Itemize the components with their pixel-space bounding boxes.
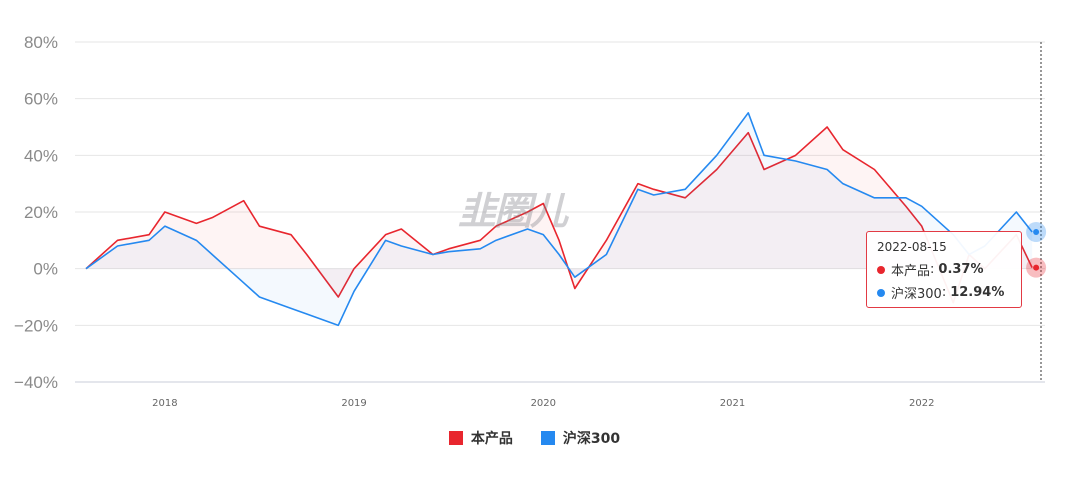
tooltip-label: 本产品 (891, 264, 931, 279)
legend: 本产品 沪深300 (0, 428, 1069, 448)
legend-item-index[interactable]: 沪深300 (540, 428, 621, 448)
y-tick-label: 20% (24, 203, 58, 222)
x-axis: 2018 2019 2020 2021 2022 (152, 398, 934, 409)
tooltip-row-index: 沪深300: 12.94% (877, 283, 1011, 302)
hover-point (1033, 264, 1040, 271)
series-area (86, 112, 1033, 326)
series-line (85, 112, 1033, 327)
series-line (85, 126, 1033, 304)
series-area (86, 127, 1033, 303)
x-tick-label: 2021 (720, 398, 745, 409)
x-tick-label: 2022 (909, 398, 934, 409)
y-tick-label: 60% (24, 90, 58, 109)
y-tick-label: 80% (24, 33, 58, 52)
series-lines (85, 112, 1033, 327)
x-tick-label: 2019 (341, 398, 366, 409)
hover-point (1033, 229, 1040, 236)
product-dot-icon (877, 265, 885, 274)
grid-lines (75, 41, 1045, 383)
y-tick-label: 0% (33, 260, 58, 279)
watermark-logo: 韭圈儿 (458, 189, 568, 233)
legend-label: 沪深300 (562, 431, 621, 447)
tooltip-date: 2022-08-15 (877, 240, 947, 254)
y-tick-label: −20% (14, 316, 58, 335)
tooltip-value: 12.94% (950, 285, 1005, 300)
y-tick-label: −40% (14, 373, 58, 392)
legend-label: 本产品 (470, 431, 513, 447)
index-dot-icon (877, 288, 885, 297)
y-tick-label: 40% (24, 146, 58, 165)
tooltip-row-product: 本产品: 0.37% (877, 260, 1011, 279)
x-tick-label: 2018 (152, 398, 177, 409)
x-tick-label: 2020 (531, 398, 556, 409)
y-axis: 80% 60% 40% 20% 0% −20% −40% (14, 33, 58, 392)
tooltip: 2022-08-15 本产品: 0.37% 沪深300: 12.94% (866, 231, 1022, 308)
tooltip-label: 沪深300 (891, 287, 942, 302)
tooltip-value: 0.37% (938, 262, 984, 277)
tooltip-markers (1026, 222, 1047, 278)
legend-item-product[interactable]: 本产品 (448, 428, 513, 448)
legend-swatch-icon (540, 431, 555, 445)
line-chart: 80%60%40%20%0%−20%−40% 2018 2019 2020 2021 2… (14, 33, 1047, 409)
legend-swatch-icon (448, 431, 463, 445)
